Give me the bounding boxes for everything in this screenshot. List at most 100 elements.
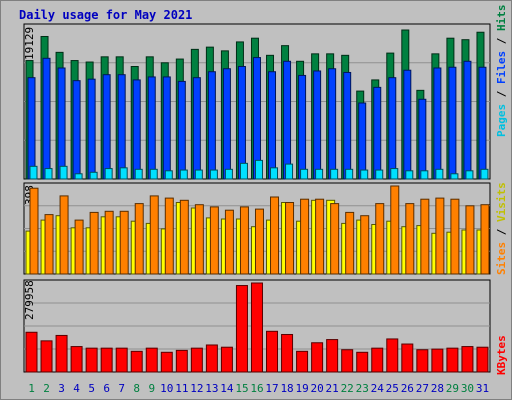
- pages-bar: [315, 168, 324, 180]
- x-tick-label: 9: [148, 382, 155, 395]
- sites-bar: [89, 211, 99, 275]
- kbytes-bar: [266, 330, 279, 373]
- files-bar: [237, 66, 246, 180]
- sites-bar: [360, 215, 370, 275]
- middle-ylabel: Sites / Visits: [495, 182, 508, 275]
- kbytes-bar: [130, 350, 143, 373]
- pages-bar: [435, 168, 444, 180]
- x-tick-label: 23: [356, 382, 369, 395]
- files-bar: [27, 77, 36, 180]
- pages-bar: [164, 170, 173, 180]
- sites-bar: [375, 203, 385, 275]
- files-bar: [57, 67, 66, 180]
- files-bar: [283, 60, 292, 180]
- x-tick-label: 26: [401, 382, 414, 395]
- pages-bar: [420, 170, 429, 180]
- kbytes-bar: [461, 346, 474, 373]
- files-bar: [87, 78, 96, 180]
- files-bar: [177, 80, 186, 180]
- sites-bar: [254, 208, 264, 275]
- kbytes-bar: [100, 347, 113, 373]
- sites-bar: [29, 187, 39, 275]
- x-tick-label: 3: [58, 382, 65, 395]
- kbytes-bar: [401, 343, 414, 373]
- top-ymax-label: 19129: [23, 27, 36, 60]
- x-tick-label: 8: [133, 382, 140, 395]
- kbytes-bar: [371, 347, 384, 373]
- kbytes-bar: [115, 347, 128, 373]
- pages-bar: [209, 169, 218, 180]
- kbytes-bar: [356, 351, 369, 373]
- x-tick-label: 29: [446, 382, 459, 395]
- kbytes-bar: [341, 349, 354, 373]
- files-bar: [478, 66, 487, 180]
- kbytes-bar: [446, 347, 459, 373]
- x-tick-label: 22: [341, 382, 354, 395]
- pages-bar: [285, 163, 294, 180]
- x-tick-label: 10: [160, 382, 173, 395]
- ylabel-pages: Pages: [495, 104, 508, 137]
- ylabel-files: Files: [495, 51, 508, 84]
- sites-bar: [164, 197, 174, 275]
- kbytes-bar: [235, 285, 248, 373]
- pages-bar: [480, 168, 489, 180]
- bottom-ylabel: KBytes: [495, 335, 508, 375]
- x-tick-label: 16: [250, 382, 263, 395]
- x-tick-label: 17: [265, 382, 278, 395]
- sites-bar: [450, 198, 460, 275]
- kbytes-bar: [416, 349, 429, 373]
- x-tick-label: 6: [103, 382, 110, 395]
- kbytes-bar: [160, 351, 173, 373]
- files-bar: [268, 71, 277, 180]
- sites-bar: [315, 198, 325, 275]
- pages-bar: [405, 170, 414, 180]
- pages-bar: [375, 169, 384, 180]
- pages-bar: [224, 168, 233, 180]
- files-bar: [222, 68, 231, 180]
- files-bar: [388, 77, 397, 180]
- pages-bar: [194, 169, 203, 180]
- kbytes-bar: [40, 340, 53, 373]
- x-tick-label: 19: [295, 382, 308, 395]
- pages-bar: [179, 169, 188, 180]
- pages-bar: [270, 167, 279, 180]
- x-tick-label: 11: [175, 382, 188, 395]
- kbytes-bar: [70, 346, 83, 373]
- ylabel-visits: Visits: [495, 182, 508, 222]
- files-bar: [147, 76, 156, 180]
- x-tick-label: 18: [280, 382, 293, 395]
- pages-bar: [239, 162, 248, 180]
- kbytes-bar: [476, 346, 489, 373]
- kbytes-bar: [205, 344, 218, 373]
- files-bar: [192, 77, 201, 180]
- pages-bar: [360, 169, 369, 180]
- sites-bar: [134, 203, 144, 275]
- x-tick-label: 24: [371, 382, 385, 395]
- x-tick-label: 27: [416, 382, 429, 395]
- sites-bar: [435, 197, 445, 275]
- files-bar: [358, 102, 367, 180]
- sites-bar: [239, 206, 249, 275]
- sites-bar: [44, 214, 54, 275]
- x-tick-label: 20: [311, 382, 324, 395]
- kbytes-bar: [326, 339, 339, 373]
- kbytes-bar: [281, 333, 294, 373]
- sites-bar: [149, 195, 159, 275]
- files-bar: [132, 79, 141, 180]
- sites-bar: [330, 203, 340, 275]
- pages-bar: [390, 168, 399, 180]
- pages-bar: [44, 168, 53, 180]
- ylabel-sites: Sites: [495, 242, 508, 275]
- bottom-ymax-label: 279958: [23, 280, 36, 320]
- x-tick-label: 15: [235, 382, 248, 395]
- pages-bar: [104, 168, 113, 180]
- files-bar: [207, 71, 216, 180]
- pages-bar: [89, 171, 98, 180]
- middle-bars: [25, 185, 490, 275]
- sites-bar: [209, 206, 219, 275]
- kbytes-bar: [145, 347, 158, 373]
- pages-bar: [74, 173, 83, 180]
- top-bars: [25, 29, 489, 180]
- x-tick-label: 7: [118, 382, 125, 395]
- pages-bar: [59, 165, 68, 180]
